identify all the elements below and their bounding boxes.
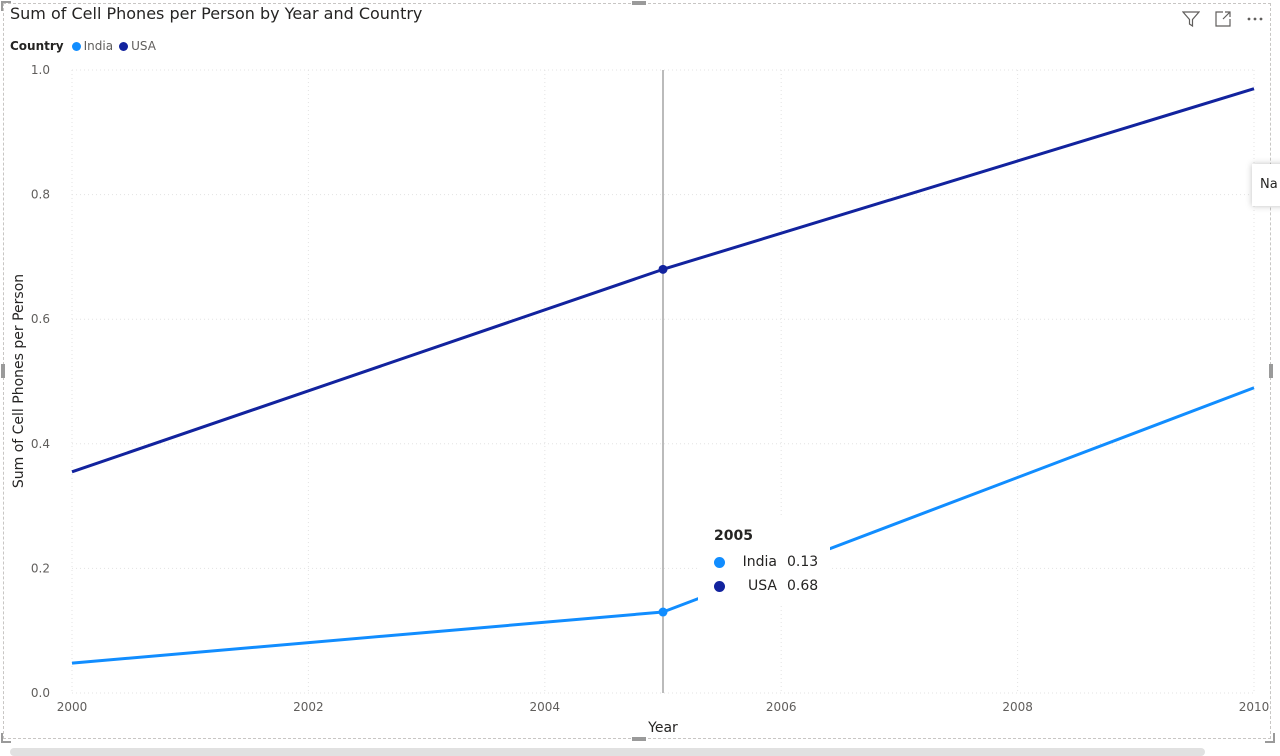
y-tick-label: 1.0 bbox=[31, 63, 50, 77]
y-tick-label: 0.8 bbox=[31, 188, 50, 202]
tooltip-value: 0.68 bbox=[787, 578, 819, 594]
y-axis-ticks: 0.0 0.2 0.4 0.6 0.8 1.0 bbox=[31, 63, 50, 700]
x-tick-label: 2002 bbox=[293, 700, 324, 714]
y-axis-title: Sum of Cell Phones per Person bbox=[11, 274, 27, 488]
legend-label: India bbox=[83, 39, 114, 53]
grid-lines bbox=[71, 69, 1255, 694]
tooltip-marker bbox=[714, 556, 725, 568]
legend-item-india[interactable]: India bbox=[71, 39, 114, 53]
tooltip-row-usa: USA 0.68 bbox=[714, 574, 830, 598]
hover-points bbox=[658, 264, 668, 617]
legend-marker bbox=[119, 41, 129, 51]
hover-point-india[interactable] bbox=[658, 607, 668, 617]
y-tick-label: 0.0 bbox=[31, 686, 50, 700]
legend-label: USA bbox=[131, 39, 156, 53]
hover-point-usa[interactable] bbox=[658, 264, 668, 274]
y-tick-label: 0.4 bbox=[31, 437, 50, 451]
filter-icon[interactable] bbox=[1180, 8, 1202, 30]
legend: Country India USA bbox=[10, 37, 162, 55]
resize-corner-bottom-left[interactable] bbox=[1, 733, 11, 743]
x-tick-label: 2004 bbox=[530, 700, 561, 714]
resize-handle-bottom[interactable] bbox=[632, 737, 646, 741]
more-options-icon[interactable] bbox=[1244, 8, 1266, 30]
y-tick-label: 0.6 bbox=[31, 312, 50, 326]
side-tooltip: Na bbox=[1252, 164, 1280, 206]
hover-tooltip: 2005 India 0.13 USA 0.68 bbox=[698, 518, 830, 606]
horizontal-scrollbar[interactable] bbox=[10, 748, 1205, 756]
visual-header bbox=[1180, 8, 1266, 30]
tooltip-row-india: India 0.13 bbox=[714, 550, 830, 574]
tooltip-series-name: India bbox=[742, 554, 777, 570]
legend-marker bbox=[71, 41, 81, 51]
y-tick-label: 0.2 bbox=[31, 561, 50, 575]
tooltip-value: 0.13 bbox=[787, 554, 819, 570]
resize-corner-bottom-right[interactable] bbox=[1265, 733, 1275, 743]
resize-corner-top-left[interactable] bbox=[1, 1, 11, 11]
x-tick-label: 2006 bbox=[766, 700, 797, 714]
tooltip-series-name: USA bbox=[748, 578, 777, 594]
focus-mode-icon[interactable] bbox=[1212, 8, 1234, 30]
chart-title: Sum of Cell Phones per Person by Year an… bbox=[10, 4, 423, 23]
legend-title: Country bbox=[10, 39, 64, 53]
x-tick-label: 2000 bbox=[57, 700, 88, 714]
x-axis-ticks: 2000 2002 2004 2006 2008 2010 bbox=[57, 700, 1270, 714]
tooltip-marker bbox=[714, 580, 725, 592]
resize-handle-left[interactable] bbox=[1, 364, 5, 378]
resize-handle-top[interactable] bbox=[632, 1, 646, 5]
x-tick-label: 2010 bbox=[1239, 700, 1270, 714]
x-tick-label: 2008 bbox=[1002, 700, 1033, 714]
tooltip-title: 2005 bbox=[714, 528, 753, 544]
legend-item-usa[interactable]: USA bbox=[119, 39, 156, 53]
resize-handle-right[interactable] bbox=[1269, 364, 1273, 378]
x-axis-title: Year bbox=[647, 720, 678, 736]
